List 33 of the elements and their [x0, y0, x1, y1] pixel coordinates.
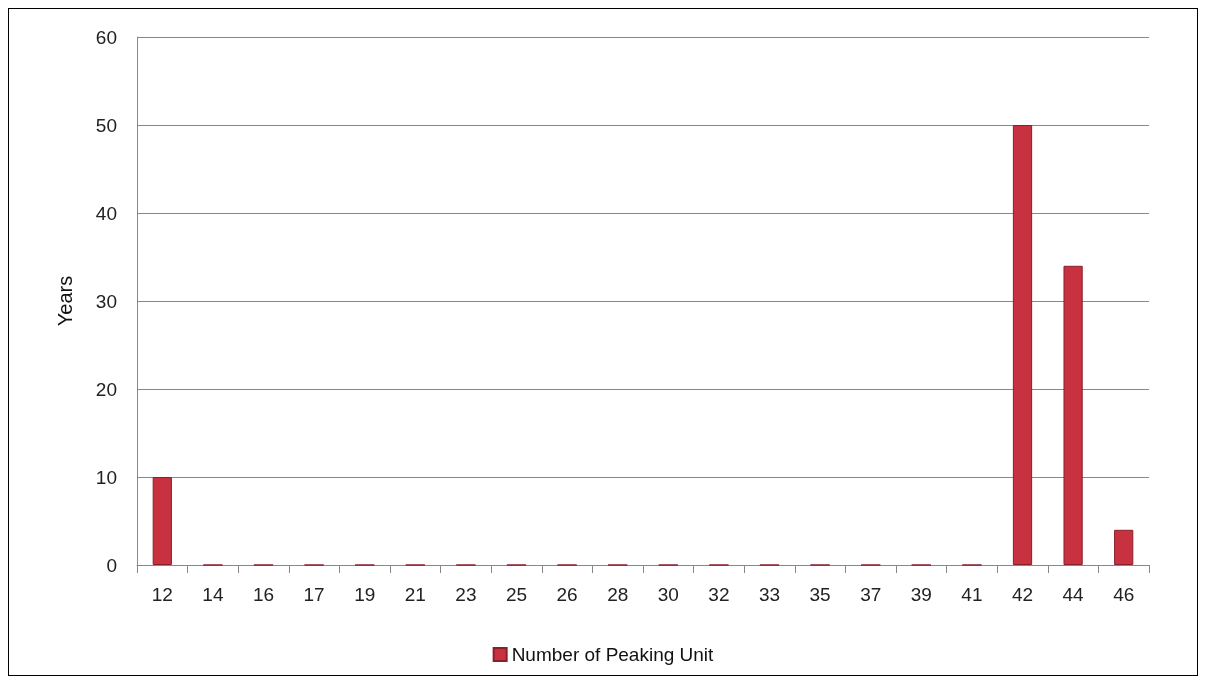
bar — [1114, 529, 1134, 565]
x-tick-label: 30 — [657, 584, 679, 605]
x-tick-label: 35 — [809, 584, 831, 605]
x-tick-label: 33 — [758, 584, 781, 605]
x-tick-label: 14 — [202, 584, 224, 605]
y-tick-label: 50 — [95, 114, 117, 136]
x-tick-label: 44 — [1062, 584, 1085, 605]
x-tick-label: 25 — [505, 584, 528, 605]
x-tick-label: 41 — [961, 584, 983, 605]
y-tick-label: 30 — [95, 290, 117, 312]
x-tick-label: 17 — [303, 584, 325, 605]
x-tick-label: 12 — [151, 584, 173, 605]
x-tick-label: 21 — [404, 584, 426, 605]
x-tick-label: 32 — [708, 584, 730, 605]
legend-label: Number of Peaking Unit — [511, 644, 715, 665]
x-tick-label: 39 — [910, 584, 932, 605]
x-tick-label: 46 — [1113, 584, 1135, 605]
y-tick-label: 60 — [95, 26, 117, 48]
bar — [152, 477, 172, 565]
x-tick-label: 42 — [1011, 584, 1034, 605]
y-tick-label: 40 — [95, 202, 117, 224]
y-tick-label: 10 — [95, 466, 117, 488]
x-tick-label: 37 — [860, 584, 882, 605]
y-tick-label: 0 — [106, 554, 117, 576]
x-tick-label: 19 — [354, 584, 376, 605]
x-tick-label: 16 — [252, 584, 275, 605]
y-axis-title: Years — [54, 275, 76, 327]
y-tick-label: 20 — [95, 378, 117, 400]
x-tick-label: 26 — [556, 584, 578, 605]
x-tick-label: 28 — [607, 584, 629, 605]
bar — [1012, 125, 1033, 565]
bar — [1063, 265, 1083, 565]
x-tick-label: 23 — [455, 584, 477, 605]
